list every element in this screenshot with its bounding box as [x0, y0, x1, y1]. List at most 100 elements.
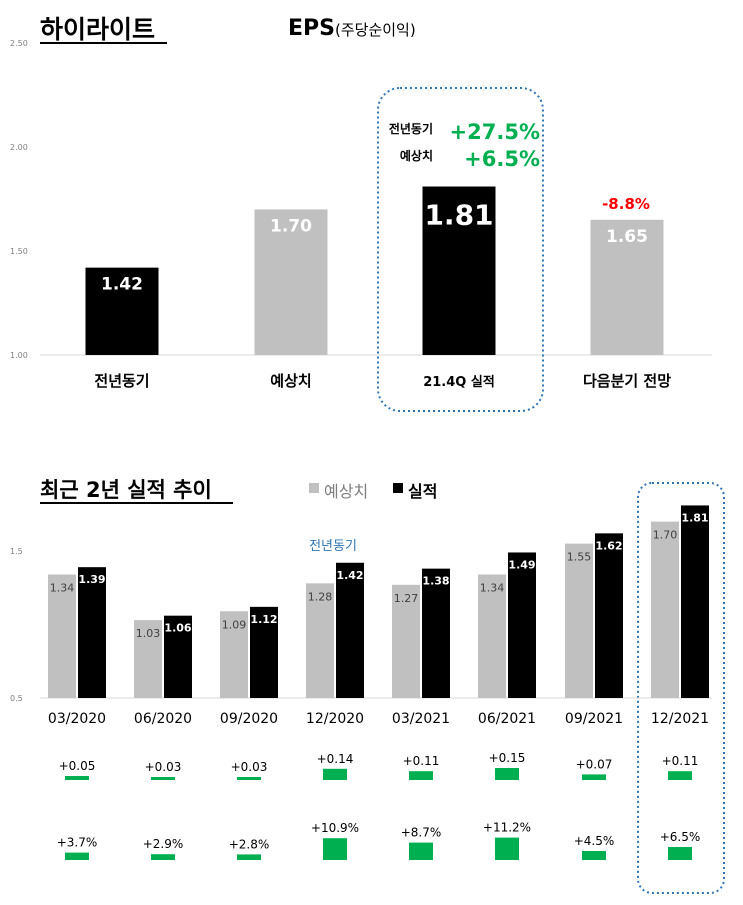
surprise-abs-label: +0.03 — [231, 760, 268, 774]
top-category-label: 예상치 — [270, 372, 311, 390]
bottom-ytick-label: 1.5 — [10, 547, 23, 556]
surprise-abs-label: +0.14 — [317, 752, 354, 766]
surprise-pct-bar — [151, 854, 175, 860]
bottom-category-label: 06/2020 — [134, 711, 192, 727]
surprise-pct-bar — [323, 838, 347, 860]
estimate-bar-value: 1.28 — [308, 590, 333, 603]
top-category-label: 다음분기 전망 — [583, 372, 671, 390]
surprise-abs-bar — [237, 777, 261, 780]
estimate-bar-value: 1.34 — [50, 582, 75, 595]
actual-bar-value: 1.42 — [336, 569, 363, 582]
surprise-pct-label: +8.7% — [401, 826, 442, 840]
actual-bar-value: 1.39 — [78, 573, 105, 586]
actual-bar — [250, 606, 278, 698]
top-category-label: 전년동기 — [94, 372, 149, 390]
surprise-pct-bar — [495, 837, 519, 860]
surprise-abs-bar — [323, 768, 347, 780]
top-highlight-box — [377, 87, 544, 412]
top-bars: 1.42 1.70 1.81 1.65 — [85, 186, 664, 355]
est-value: +6.5% — [464, 147, 540, 171]
surprise-abs-bar — [582, 774, 606, 780]
estimate-bar-value: 1.55 — [567, 551, 592, 564]
top-bar-value: 1.81 — [424, 199, 493, 232]
estimate-bar — [565, 543, 593, 698]
surprise-pct-label: +10.9% — [311, 821, 359, 835]
surprise-pct-label: +4.5% — [574, 834, 615, 848]
top-title-main: EPS — [288, 16, 335, 41]
top-bar-value: 1.65 — [606, 227, 648, 247]
surprise-abs-bar — [495, 768, 519, 780]
bottom-ytick-label: 0.5 — [10, 694, 23, 703]
surprise-abs-bar — [409, 771, 433, 780]
surprise-abs-bar — [151, 777, 175, 780]
surprise-pct-bar — [668, 847, 692, 860]
actual-bar — [595, 533, 623, 698]
surprise-abs-bar — [668, 771, 692, 780]
legend-estimate-label: 예상치 — [324, 482, 368, 501]
surprise-abs-label: +0.07 — [576, 757, 613, 771]
bottom-y-axis: 0.5 1.5 — [10, 547, 23, 703]
actual-bar — [336, 562, 364, 698]
top-bar — [85, 267, 159, 355]
actual-bar-value: 1.12 — [250, 613, 277, 626]
surprise-pct-bar — [409, 842, 433, 860]
est-label: 예상치 — [400, 148, 433, 163]
bottom-category-label: 12/2021 — [651, 711, 709, 727]
top-ytick-label: 1.00 — [10, 351, 28, 360]
top-ytick-label: 2.00 — [10, 143, 28, 152]
brand-title: 하이라이트 — [40, 15, 155, 44]
surprise-abs-label: +0.15 — [489, 751, 526, 765]
top-y-axis: 1.00 1.50 2.00 2.50 — [10, 39, 28, 360]
top-bar-value: 1.42 — [101, 275, 143, 295]
estimate-bar-value: 1.03 — [136, 627, 161, 640]
legend-estimate-swatch — [309, 483, 319, 493]
top-chart-title: EPS(주당순이익) — [288, 16, 416, 41]
top-bar — [254, 209, 328, 355]
top-title-sub: (주당순이익) — [335, 21, 416, 39]
top-bar-value: 1.70 — [270, 216, 312, 236]
surprise-pct-label: +6.5% — [660, 830, 701, 844]
estimate-bar-value: 1.34 — [480, 582, 505, 595]
actual-bar — [78, 567, 106, 698]
yoy-label: 전년동기 — [389, 121, 433, 136]
surprise-pct-bar — [582, 851, 606, 860]
surprise-abs-label: +0.03 — [145, 760, 182, 774]
estimate-bar — [134, 620, 162, 698]
top-ytick-label: 2.50 — [10, 39, 28, 48]
actual-bar — [681, 505, 709, 698]
estimate-bar — [48, 574, 76, 698]
bottom-bars: 1.341.391.03 1.06 1.09 1.121.281.421.271.38… — [48, 505, 709, 698]
top-category-label: 21.4Q 실적 — [423, 374, 495, 390]
actual-bar-value: 1.81 — [681, 511, 708, 524]
estimate-bar — [392, 584, 420, 698]
bottom-category-label: 06/2021 — [478, 711, 536, 727]
legend-actual-label: 실적 — [408, 482, 437, 501]
surprise-abs-row: +0.05 +0.03 +0.03 +0.14 +0.11 +0.15 +0.07 +0.11 — [59, 751, 699, 780]
estimate-bar — [651, 521, 679, 698]
estimate-bar — [306, 583, 334, 698]
surprise-abs-label: +0.11 — [403, 754, 440, 768]
estimate-bar-value: 1.70 — [653, 529, 678, 542]
actual-bar — [422, 568, 450, 698]
surprise-abs-label: +0.11 — [662, 754, 699, 768]
bottom-x-axis: 03/2020 06/2020 09/2020 12/2020 03/2021 06/20… — [48, 711, 709, 727]
surprise-pct-label: +11.2% — [483, 821, 531, 835]
top-bar — [590, 219, 664, 355]
bottom-category-label: 03/2021 — [392, 711, 450, 727]
actual-bar-value: 1.62 — [595, 539, 622, 552]
actual-bar-value: 1.38 — [422, 575, 449, 588]
bottom-category-label: 12/2020 — [306, 711, 364, 727]
actual-bar-value: 1.06 — [164, 622, 191, 635]
next-quarter-change: -8.8% — [602, 195, 650, 213]
surprise-pct-label: +3.7% — [57, 836, 98, 850]
estimate-bar — [220, 611, 248, 698]
bottom-highlight-box — [637, 482, 725, 894]
actual-bar-value: 1.49 — [508, 558, 535, 571]
bottom-category-label: 03/2020 — [48, 711, 106, 727]
top-ytick-label: 1.50 — [10, 247, 28, 256]
actual-bar — [164, 615, 192, 698]
estimate-bar-value: 1.27 — [394, 592, 419, 605]
surprise-abs-bar — [65, 776, 89, 780]
top-bar — [422, 186, 496, 355]
bottom-category-label: 09/2020 — [220, 711, 278, 727]
